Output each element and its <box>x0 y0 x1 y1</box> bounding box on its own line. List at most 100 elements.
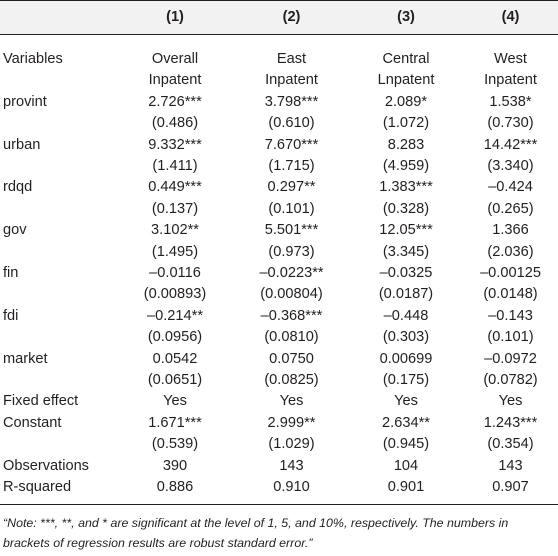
table-cell: (0.101) <box>487 329 534 345</box>
table-cell: –0.424 <box>488 179 533 195</box>
table-cell: 3.798*** <box>264 94 319 110</box>
table-cell: (1.029) <box>268 436 315 452</box>
table-cell: 2.999** <box>267 415 316 431</box>
table-cell: (0.730) <box>487 115 534 131</box>
table-cell: 0.910 <box>273 479 310 495</box>
table-cell: (1.495) <box>151 244 199 260</box>
row-label: urban <box>3 137 41 153</box>
table-cell: Inpatent <box>265 72 318 88</box>
row-label: Constant <box>3 415 62 431</box>
table-cell: 0.449*** <box>148 179 202 195</box>
table-cell: 0.907 <box>492 479 529 495</box>
row-label: Observations <box>3 458 89 474</box>
table-cell: Yes <box>163 393 187 409</box>
table-cell: 1.538* <box>489 94 532 110</box>
table-cell: (0.0782) <box>483 372 538 388</box>
table-cell: 8.283 <box>387 137 425 153</box>
table-cell: 0.0542 <box>152 351 198 367</box>
table-cell: (0.973) <box>268 244 315 260</box>
table-cell: –0.0116 <box>149 265 201 281</box>
table-cell: (0.303) <box>382 329 430 345</box>
table-cell: (3.345) <box>382 244 430 260</box>
table-cell: (0.610) <box>268 115 315 131</box>
table-cell: 7.670*** <box>264 137 319 153</box>
table-cell: Inpatent <box>484 72 537 88</box>
table-cell: 0.886 <box>156 479 194 495</box>
table-cell: 1.671*** <box>148 415 202 431</box>
table-cell: (0.0187) <box>378 286 434 302</box>
table-cell: –0.448 <box>383 308 429 324</box>
table-cell: (0.0810) <box>264 329 319 345</box>
table-cell: –0.0325 <box>379 265 433 281</box>
table-cell: East <box>276 51 307 67</box>
table-cell: 2.726*** <box>148 94 202 110</box>
table-header-row: (1) (2) (3) (4) <box>0 0 558 35</box>
table-cell: (4.959) <box>382 158 430 174</box>
table-cell: 0.00699 <box>379 351 433 367</box>
column-header-4: (4) <box>501 9 520 25</box>
row-label: market <box>3 351 48 367</box>
table-cell: –0.0972 <box>484 351 537 367</box>
row-label: fin <box>3 265 19 281</box>
table-cell: (0.265) <box>487 201 534 217</box>
table-cell: 143 <box>279 458 304 474</box>
table-cell: (0.328) <box>382 201 430 217</box>
table-cell: Overall <box>151 51 199 67</box>
row-label: Fixed effect <box>3 393 79 409</box>
table-cell: (0.0148) <box>483 286 538 302</box>
table-cell: (0.354) <box>487 436 534 452</box>
table-cell: (3.340) <box>487 158 534 174</box>
column-header-1: (1) <box>166 9 184 25</box>
table-cell: (2.036) <box>487 244 534 260</box>
row-label: rdqd <box>3 179 33 195</box>
table-cell: Lnpatent <box>377 72 435 88</box>
table-cell: 2.089* <box>384 94 428 110</box>
table-cell: –0.214** <box>147 308 203 324</box>
table-cell: (1.411) <box>152 158 198 174</box>
table-cell: (0.945) <box>382 436 430 452</box>
table-cell: (0.539) <box>151 436 199 452</box>
table-cell: (0.101) <box>268 201 315 217</box>
table-cell: (1.715) <box>268 158 315 174</box>
table-cell: 143 <box>498 458 523 474</box>
table-cell: 3.102** <box>151 222 199 238</box>
row-label: gov <box>3 222 27 238</box>
table-cell: –0.00125 <box>480 265 541 281</box>
table-cell: 1.243*** <box>483 415 538 431</box>
table-cell: (0.0651) <box>147 372 203 388</box>
table-cell: –0.368*** <box>260 308 323 324</box>
table-cell: 2.634** <box>382 415 430 431</box>
table-cell: Yes <box>498 393 523 409</box>
column-header-2: (2) <box>282 9 301 25</box>
table-cell: (0.0956) <box>147 329 203 345</box>
row-label: Variables <box>3 51 63 67</box>
table-cell: (1.072) <box>382 115 430 131</box>
table-cell: –0.143 <box>488 308 533 324</box>
table-cell: 0.901 <box>387 479 425 495</box>
table-cell: –0.0223** <box>259 265 324 281</box>
table-cell: 5.501*** <box>264 222 319 238</box>
table-cell: 390 <box>162 458 188 474</box>
table-cell: 1.366 <box>492 222 529 238</box>
table-cell: 104 <box>393 458 419 474</box>
table-cell: 0.0750 <box>269 351 314 367</box>
table-cell: (0.00893) <box>143 286 207 302</box>
table-cell: (0.00804) <box>260 286 323 302</box>
table-cell: 0.297** <box>267 179 316 195</box>
table-cell: Yes <box>279 393 304 409</box>
table-note: “Note: ***, **, and * are significant at… <box>3 516 509 550</box>
table-cell: 1.383*** <box>379 179 433 195</box>
row-label: provint <box>3 94 47 110</box>
table-cell: (0.175) <box>382 372 430 388</box>
table-bottom-rule <box>0 504 558 505</box>
table-cell: West <box>494 51 527 67</box>
table-cell: (0.0825) <box>264 372 319 388</box>
table-cell: Yes <box>394 393 418 409</box>
table-cell: 14.42*** <box>483 137 538 153</box>
table-cell: 9.332*** <box>148 137 202 153</box>
column-header-3: (3) <box>397 9 415 25</box>
table-cell: Inpatent <box>148 72 202 88</box>
table-cell: (0.486) <box>151 115 199 131</box>
table-cell: (0.137) <box>151 201 199 217</box>
row-label: fdi <box>3 308 19 324</box>
